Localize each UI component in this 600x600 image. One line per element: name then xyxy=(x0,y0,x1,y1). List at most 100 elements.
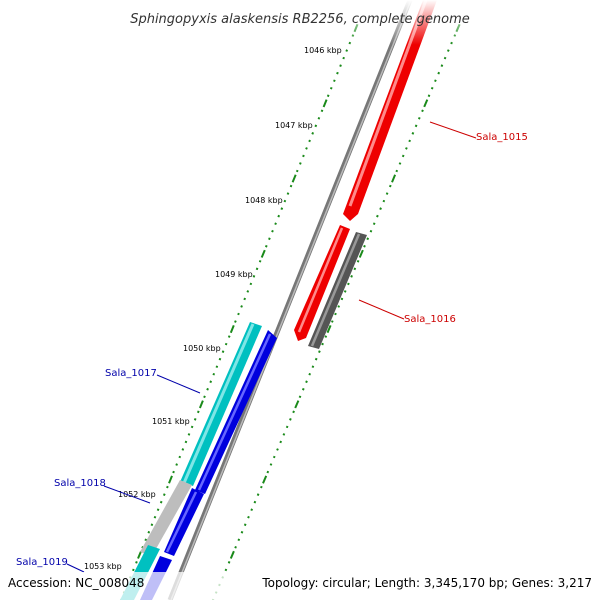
tick-label: 1048 kbp xyxy=(245,196,283,205)
gene-label-sala-1016[interactable]: Sala_1016 xyxy=(404,314,456,325)
gene-label-leaders xyxy=(66,121,477,573)
minor-tick xyxy=(243,297,247,301)
minor-tick xyxy=(321,342,324,346)
minor-tick xyxy=(314,124,318,128)
gene-labels: Sala_1015 Sala_1016 Sala_1017 Sala_1018 … xyxy=(16,132,528,568)
minor-tick xyxy=(246,290,250,293)
minor-tick xyxy=(385,192,389,195)
minor-tick xyxy=(135,561,138,564)
minor-tick xyxy=(280,207,284,210)
minor-tick xyxy=(405,147,408,150)
minor-tick xyxy=(249,282,253,286)
minor-tick xyxy=(414,124,418,128)
reverse-strand-features xyxy=(120,322,277,600)
minor-tick xyxy=(203,395,206,399)
tick-label: 1049 kbp xyxy=(215,270,253,279)
minor-tick xyxy=(250,508,254,512)
map-title: Sphingopyxis alaskensis RB2256, complete… xyxy=(130,12,470,27)
minor-tick xyxy=(172,470,175,474)
minor-tick xyxy=(311,132,315,135)
minor-tick xyxy=(305,147,308,150)
minor-tick xyxy=(234,545,237,549)
gene-sala-1018-other xyxy=(140,480,192,556)
tick-label: 1053 kbp xyxy=(84,562,122,571)
minor-tick xyxy=(334,312,337,316)
minor-tick xyxy=(178,455,182,459)
minor-tick xyxy=(156,508,160,512)
minor-tick xyxy=(308,139,311,143)
major-tick xyxy=(229,550,235,559)
minor-tick xyxy=(356,259,360,263)
major-tick xyxy=(391,174,397,183)
minor-tick xyxy=(266,470,270,474)
minor-tick xyxy=(343,290,347,293)
minor-tick xyxy=(255,267,259,271)
minor-tick xyxy=(427,94,431,98)
tick-label: 1046 kbp xyxy=(304,46,342,55)
major-tick xyxy=(291,174,297,183)
minor-tick xyxy=(237,312,240,316)
backbone xyxy=(167,0,413,600)
minor-tick xyxy=(314,357,318,361)
minor-tick xyxy=(209,380,213,384)
minor-tick xyxy=(227,561,231,564)
minor-tick xyxy=(224,568,228,572)
minor-tick xyxy=(336,71,339,75)
major-tick xyxy=(423,99,429,108)
minor-tick xyxy=(339,64,342,67)
minor-tick xyxy=(260,485,263,489)
gene-label-sala-1015[interactable]: Sala_1015 xyxy=(476,132,528,143)
minor-tick xyxy=(206,387,209,391)
gene-sala-1015[interactable] xyxy=(343,0,437,221)
minor-tick xyxy=(264,244,268,248)
minor-tick xyxy=(190,425,194,429)
minor-tick xyxy=(317,116,321,120)
gene-label-sala-1017[interactable]: Sala_1017 xyxy=(105,368,157,379)
minor-tick xyxy=(434,79,437,83)
minor-tick xyxy=(382,199,386,203)
minor-tick xyxy=(401,154,405,158)
gene-label-sala-1018[interactable]: Sala_1018 xyxy=(54,478,106,489)
major-tick xyxy=(358,249,364,258)
accession-text: Accession: NC_008048 xyxy=(8,576,144,590)
minor-tick xyxy=(258,260,262,263)
minor-tick xyxy=(282,433,286,436)
inner-tick-track xyxy=(211,23,461,600)
minor-tick xyxy=(150,523,154,527)
minor-tick xyxy=(298,395,302,399)
major-tick xyxy=(326,325,332,334)
minor-tick xyxy=(398,162,402,165)
minor-tick xyxy=(268,237,271,241)
tick-labels: 1046 kbp 1047 kbp 1048 kbp 1049 kbp 1050… xyxy=(84,46,342,571)
top-fade xyxy=(300,0,500,45)
minor-tick xyxy=(366,237,370,241)
minor-tick xyxy=(283,199,287,203)
major-tick xyxy=(229,325,235,334)
minor-tick xyxy=(271,229,274,233)
minor-tick xyxy=(305,380,308,384)
footer-backdrop xyxy=(0,572,600,600)
minor-tick xyxy=(340,297,344,301)
minor-tick xyxy=(342,56,345,60)
minor-tick xyxy=(437,71,441,75)
minor-tick xyxy=(308,372,312,376)
minor-tick xyxy=(279,440,283,444)
minor-tick xyxy=(159,500,163,504)
major-tick xyxy=(198,400,204,409)
minor-tick xyxy=(295,169,299,173)
minor-tick xyxy=(166,485,169,489)
gene-label-sala-1019[interactable]: Sala_1019 xyxy=(16,557,68,568)
minor-tick xyxy=(446,49,450,52)
major-tick xyxy=(294,400,300,409)
minor-tick xyxy=(388,184,392,188)
minor-tick xyxy=(247,515,250,519)
minor-tick xyxy=(243,523,247,527)
tick-label: 1052 kbp xyxy=(118,490,156,499)
minor-tick xyxy=(215,365,219,368)
minor-tick xyxy=(240,530,244,534)
minor-tick xyxy=(330,320,334,323)
minor-tick xyxy=(237,538,241,542)
minor-tick xyxy=(379,207,382,210)
minor-tick xyxy=(184,440,188,444)
